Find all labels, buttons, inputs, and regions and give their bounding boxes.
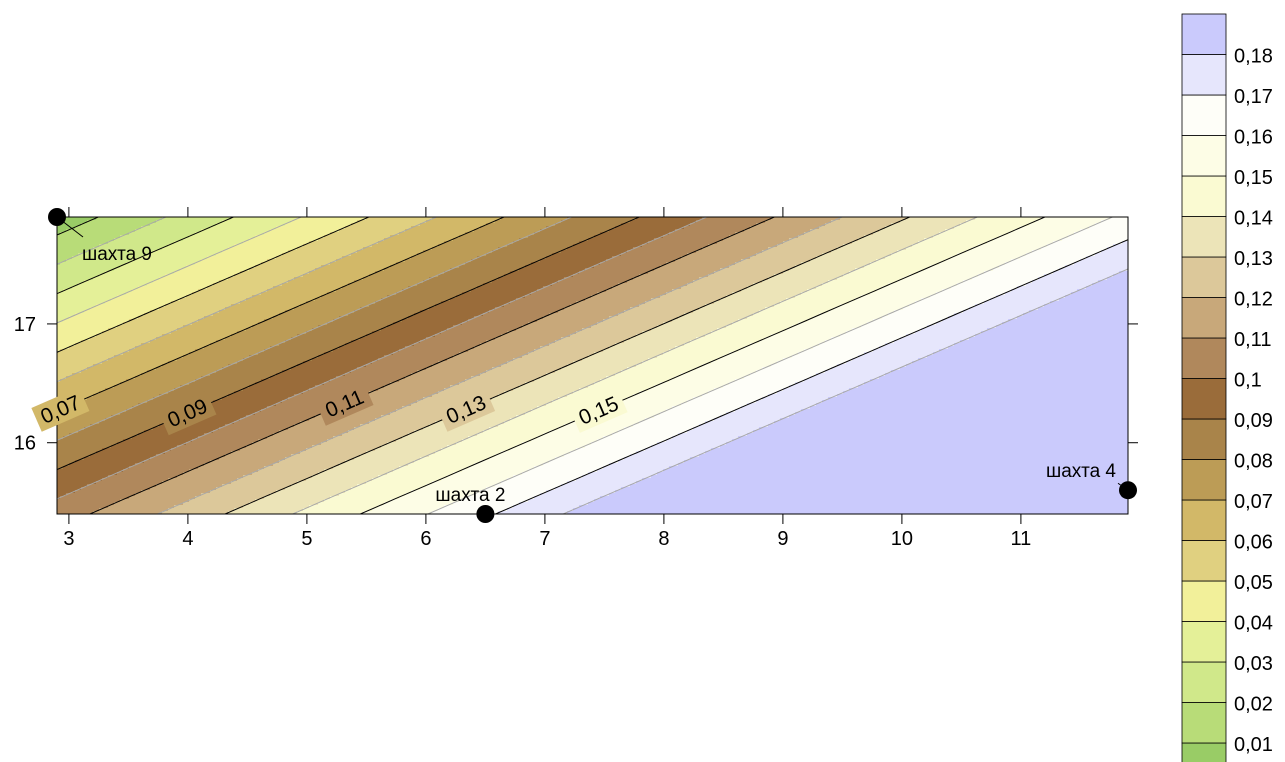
legend-swatch bbox=[1181, 742, 1227, 762]
legend-swatch bbox=[1181, 216, 1227, 258]
legend-label: 0,16 bbox=[1234, 127, 1273, 149]
legend-swatch bbox=[1181, 13, 1227, 55]
contour-line bbox=[157, 217, 843, 514]
contour-line bbox=[57, 217, 640, 471]
x-tick-label: 11 bbox=[1011, 528, 1032, 550]
x-tick-label: 9 bbox=[777, 528, 788, 550]
axis-ticks: 3 4 5 6 7 8 9 10 11 16 17 bbox=[14, 207, 1138, 550]
legend-swatch bbox=[1181, 337, 1227, 379]
contour-line bbox=[57, 217, 437, 383]
x-tick-label: 4 bbox=[182, 528, 193, 550]
well-marker bbox=[1119, 481, 1137, 500]
x-tick-label: 8 bbox=[658, 528, 669, 550]
legend-swatch bbox=[1181, 580, 1227, 622]
legend-label: 0,11 bbox=[1234, 329, 1271, 351]
legend-swatch bbox=[1181, 540, 1227, 582]
wells: шахта 9 шахта 2 шахта 4 bbox=[48, 208, 1137, 523]
contour-line bbox=[360, 217, 1046, 514]
legend-label: 0,12 bbox=[1234, 289, 1273, 311]
legend-swatch bbox=[1181, 175, 1227, 217]
legend-swatch bbox=[1181, 459, 1227, 501]
well-marker bbox=[476, 505, 495, 523]
x-tick-label: 6 bbox=[420, 528, 431, 550]
legend-swatch bbox=[1181, 661, 1227, 703]
contour-line bbox=[57, 217, 369, 353]
contour-line bbox=[57, 217, 707, 500]
legend-swatch bbox=[1181, 499, 1227, 541]
well-label: шахта 9 bbox=[82, 244, 152, 265]
x-tick-label: 10 bbox=[891, 528, 913, 550]
well-marker bbox=[48, 208, 66, 226]
x-tick-label: 5 bbox=[301, 528, 312, 550]
legend-label: 0,03 bbox=[1234, 653, 1273, 675]
well-label: шахта 2 bbox=[435, 485, 505, 506]
contour-line bbox=[563, 268, 1128, 514]
well-label: шахта 4 bbox=[1046, 461, 1116, 482]
legend-label: 0,18 bbox=[1234, 46, 1273, 68]
contour-line bbox=[57, 217, 302, 324]
legend-label: 0,14 bbox=[1234, 208, 1273, 230]
y-tick-label: 17 bbox=[14, 314, 36, 336]
legend-label: 0,13 bbox=[1234, 248, 1273, 270]
legend-swatch bbox=[1181, 256, 1227, 298]
legend-label: 0,06 bbox=[1234, 532, 1273, 554]
contour-labels: 0,07 0,09 0,11 0,13 0,15 bbox=[31, 381, 628, 436]
contour-line bbox=[57, 217, 572, 441]
legend-label: 0,04 bbox=[1234, 613, 1273, 635]
legend-swatch bbox=[1181, 702, 1227, 744]
contour-line bbox=[495, 239, 1128, 514]
legend-label: 0,01 bbox=[1234, 734, 1273, 756]
legend-label: 0,1 bbox=[1234, 370, 1262, 392]
legend-label: 0,02 bbox=[1234, 694, 1273, 716]
legend-swatch bbox=[1181, 621, 1227, 663]
legend-label: 0,05 bbox=[1234, 572, 1273, 594]
legend-swatch bbox=[1181, 378, 1227, 420]
contour-line bbox=[57, 217, 234, 295]
legend-swatch bbox=[1181, 418, 1227, 460]
legend-label: 0,17 bbox=[1234, 86, 1273, 108]
legend-label: 0,09 bbox=[1234, 410, 1273, 432]
contour-line bbox=[89, 217, 775, 514]
legend-label: 0,07 bbox=[1234, 491, 1273, 513]
contour-line bbox=[427, 217, 1113, 514]
legend-swatch bbox=[1181, 94, 1227, 136]
contour-lines bbox=[57, 217, 1128, 514]
contour-line bbox=[57, 217, 505, 412]
x-tick-label: 3 bbox=[63, 528, 74, 550]
plot-frame bbox=[56, 216, 1129, 515]
legend-swatch bbox=[1181, 135, 1227, 177]
legend-label: 0,08 bbox=[1234, 451, 1273, 473]
contour-line bbox=[292, 217, 978, 514]
legend-label: 0,15 bbox=[1234, 167, 1273, 189]
contour-bands bbox=[57, 217, 1128, 514]
y-tick-label: 16 bbox=[14, 433, 36, 455]
color-legend: 0,01 0,02 0,03 0,04 0,05 0,06 0,07 0,08 0,09 0,1 0… bbox=[1181, 13, 1273, 762]
contour-line bbox=[224, 217, 910, 514]
legend-swatch bbox=[1181, 54, 1227, 96]
x-tick-label: 7 bbox=[539, 528, 550, 550]
legend-swatch bbox=[1181, 297, 1227, 339]
